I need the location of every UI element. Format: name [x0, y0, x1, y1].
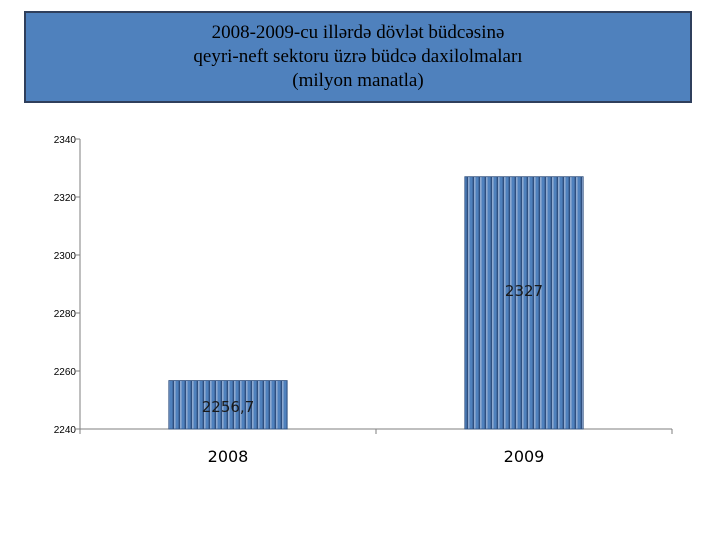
y-tick-label: 2280: [54, 309, 77, 320]
y-tick-label: 2240: [54, 425, 77, 436]
y-tick-label: 2260: [54, 367, 77, 378]
chart-title-line-3: (milyon manatla): [292, 70, 424, 91]
chart-title: 2008-2009-cu illərdə dövlət büdcəsinə qe…: [24, 11, 692, 103]
y-tick-label: 2340: [54, 135, 77, 146]
data-label: 2256,7: [202, 398, 255, 416]
chart-title-line-1: 2008-2009-cu illərdə dövlət büdcəsinə: [211, 22, 505, 43]
bar-2009: [464, 176, 584, 430]
x-category-label: 2008: [208, 447, 249, 466]
y-tick-label: 2320: [54, 193, 77, 204]
chart-labels: 2240 2260 2280 2300 2320 2340 2008 2256,7 2009 23…: [54, 135, 545, 466]
data-label: 2327: [505, 282, 543, 300]
x-category-label: 2009: [504, 447, 545, 466]
bar-2008: [168, 380, 288, 430]
chart-title-line-2: qeyri-neft sektoru üzrə büdcə daxilolmal…: [193, 46, 523, 67]
y-tick-label: 2300: [54, 251, 77, 262]
chart-bars: [168, 176, 584, 430]
